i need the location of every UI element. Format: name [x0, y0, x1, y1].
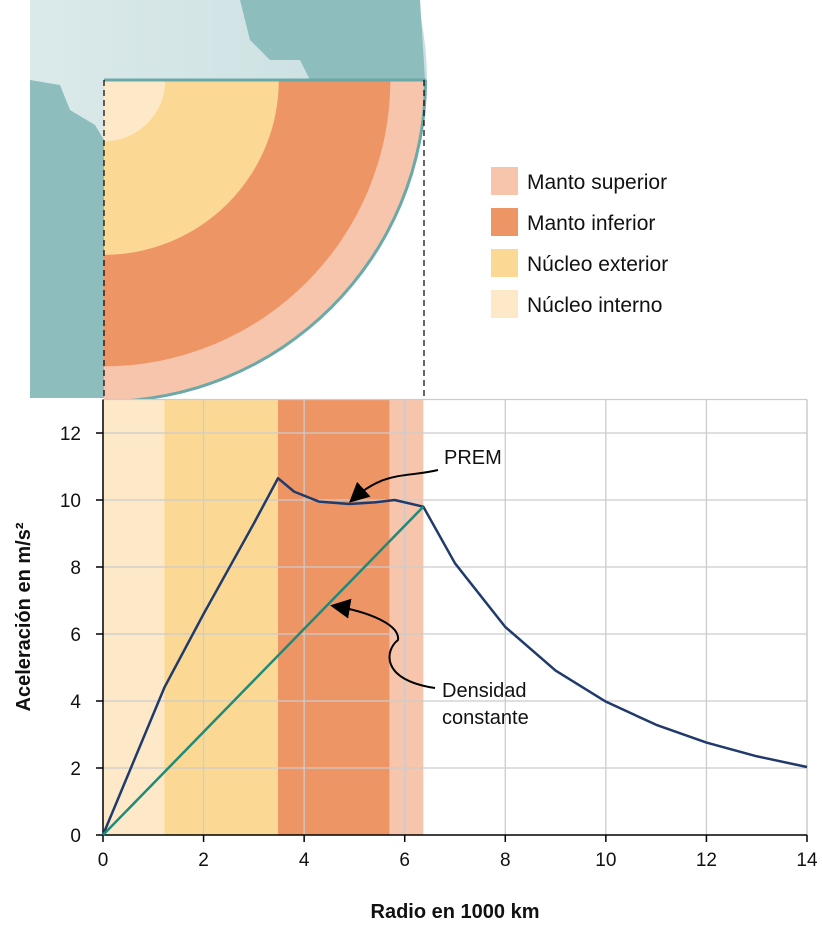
x-tick-label: 0 [98, 850, 109, 871]
continent-shape [240, 0, 425, 80]
y-tick-label: 12 [60, 424, 81, 445]
x-tick-label: 2 [198, 850, 209, 871]
x-axis-label: Radio en 1000 km [371, 901, 540, 923]
legend-label: Manto inferior [527, 212, 655, 235]
y-tick-label: 10 [60, 491, 81, 512]
annotations: PREM Densidad constante [330, 447, 529, 729]
prem-arrow [349, 469, 439, 503]
region-band [389, 399, 424, 835]
legend-label: Núcleo interno [527, 294, 662, 317]
region-band [164, 399, 278, 835]
y-tick-label: 2 [70, 759, 81, 780]
x-tick-label: 8 [500, 850, 511, 871]
x-tick-label: 14 [796, 850, 818, 871]
y-tick-label: 4 [70, 692, 81, 713]
x-tick-label: 6 [399, 850, 410, 871]
legend: Manto superior Manto inferior Núcleo exter… [491, 167, 668, 318]
annotation-constante: constante [442, 707, 529, 729]
layer-n-cleo-exterior [104, 80, 279, 255]
annotation-densidad: Densidad [442, 680, 527, 702]
legend-swatch [491, 208, 518, 236]
y-tick-label: 0 [70, 826, 81, 847]
x-tick-label: 4 [299, 850, 310, 871]
constant-density-arrow [330, 598, 436, 689]
continent-shape [30, 80, 104, 398]
region-band [103, 399, 165, 835]
y-axis-label: Aceleración en m/s² [13, 522, 35, 711]
legend-label: Núcleo exterior [527, 253, 668, 276]
layer-n-cleo-interno [104, 80, 166, 142]
x-tick-label: 12 [696, 850, 717, 871]
annotation-prem: PREM [444, 447, 502, 469]
x-tick-label: 10 [595, 850, 616, 871]
legend-swatch [491, 290, 518, 318]
earth-layers-quarter [104, 78, 427, 403]
series-prem [101, 476, 808, 836]
legend-swatch [491, 249, 518, 277]
y-tick-label: 8 [70, 558, 81, 579]
legend-swatch [491, 167, 518, 195]
y-tick-label: 6 [70, 625, 81, 646]
legend-label: Manto superior [527, 171, 667, 194]
series-densidad-constante [102, 505, 425, 836]
